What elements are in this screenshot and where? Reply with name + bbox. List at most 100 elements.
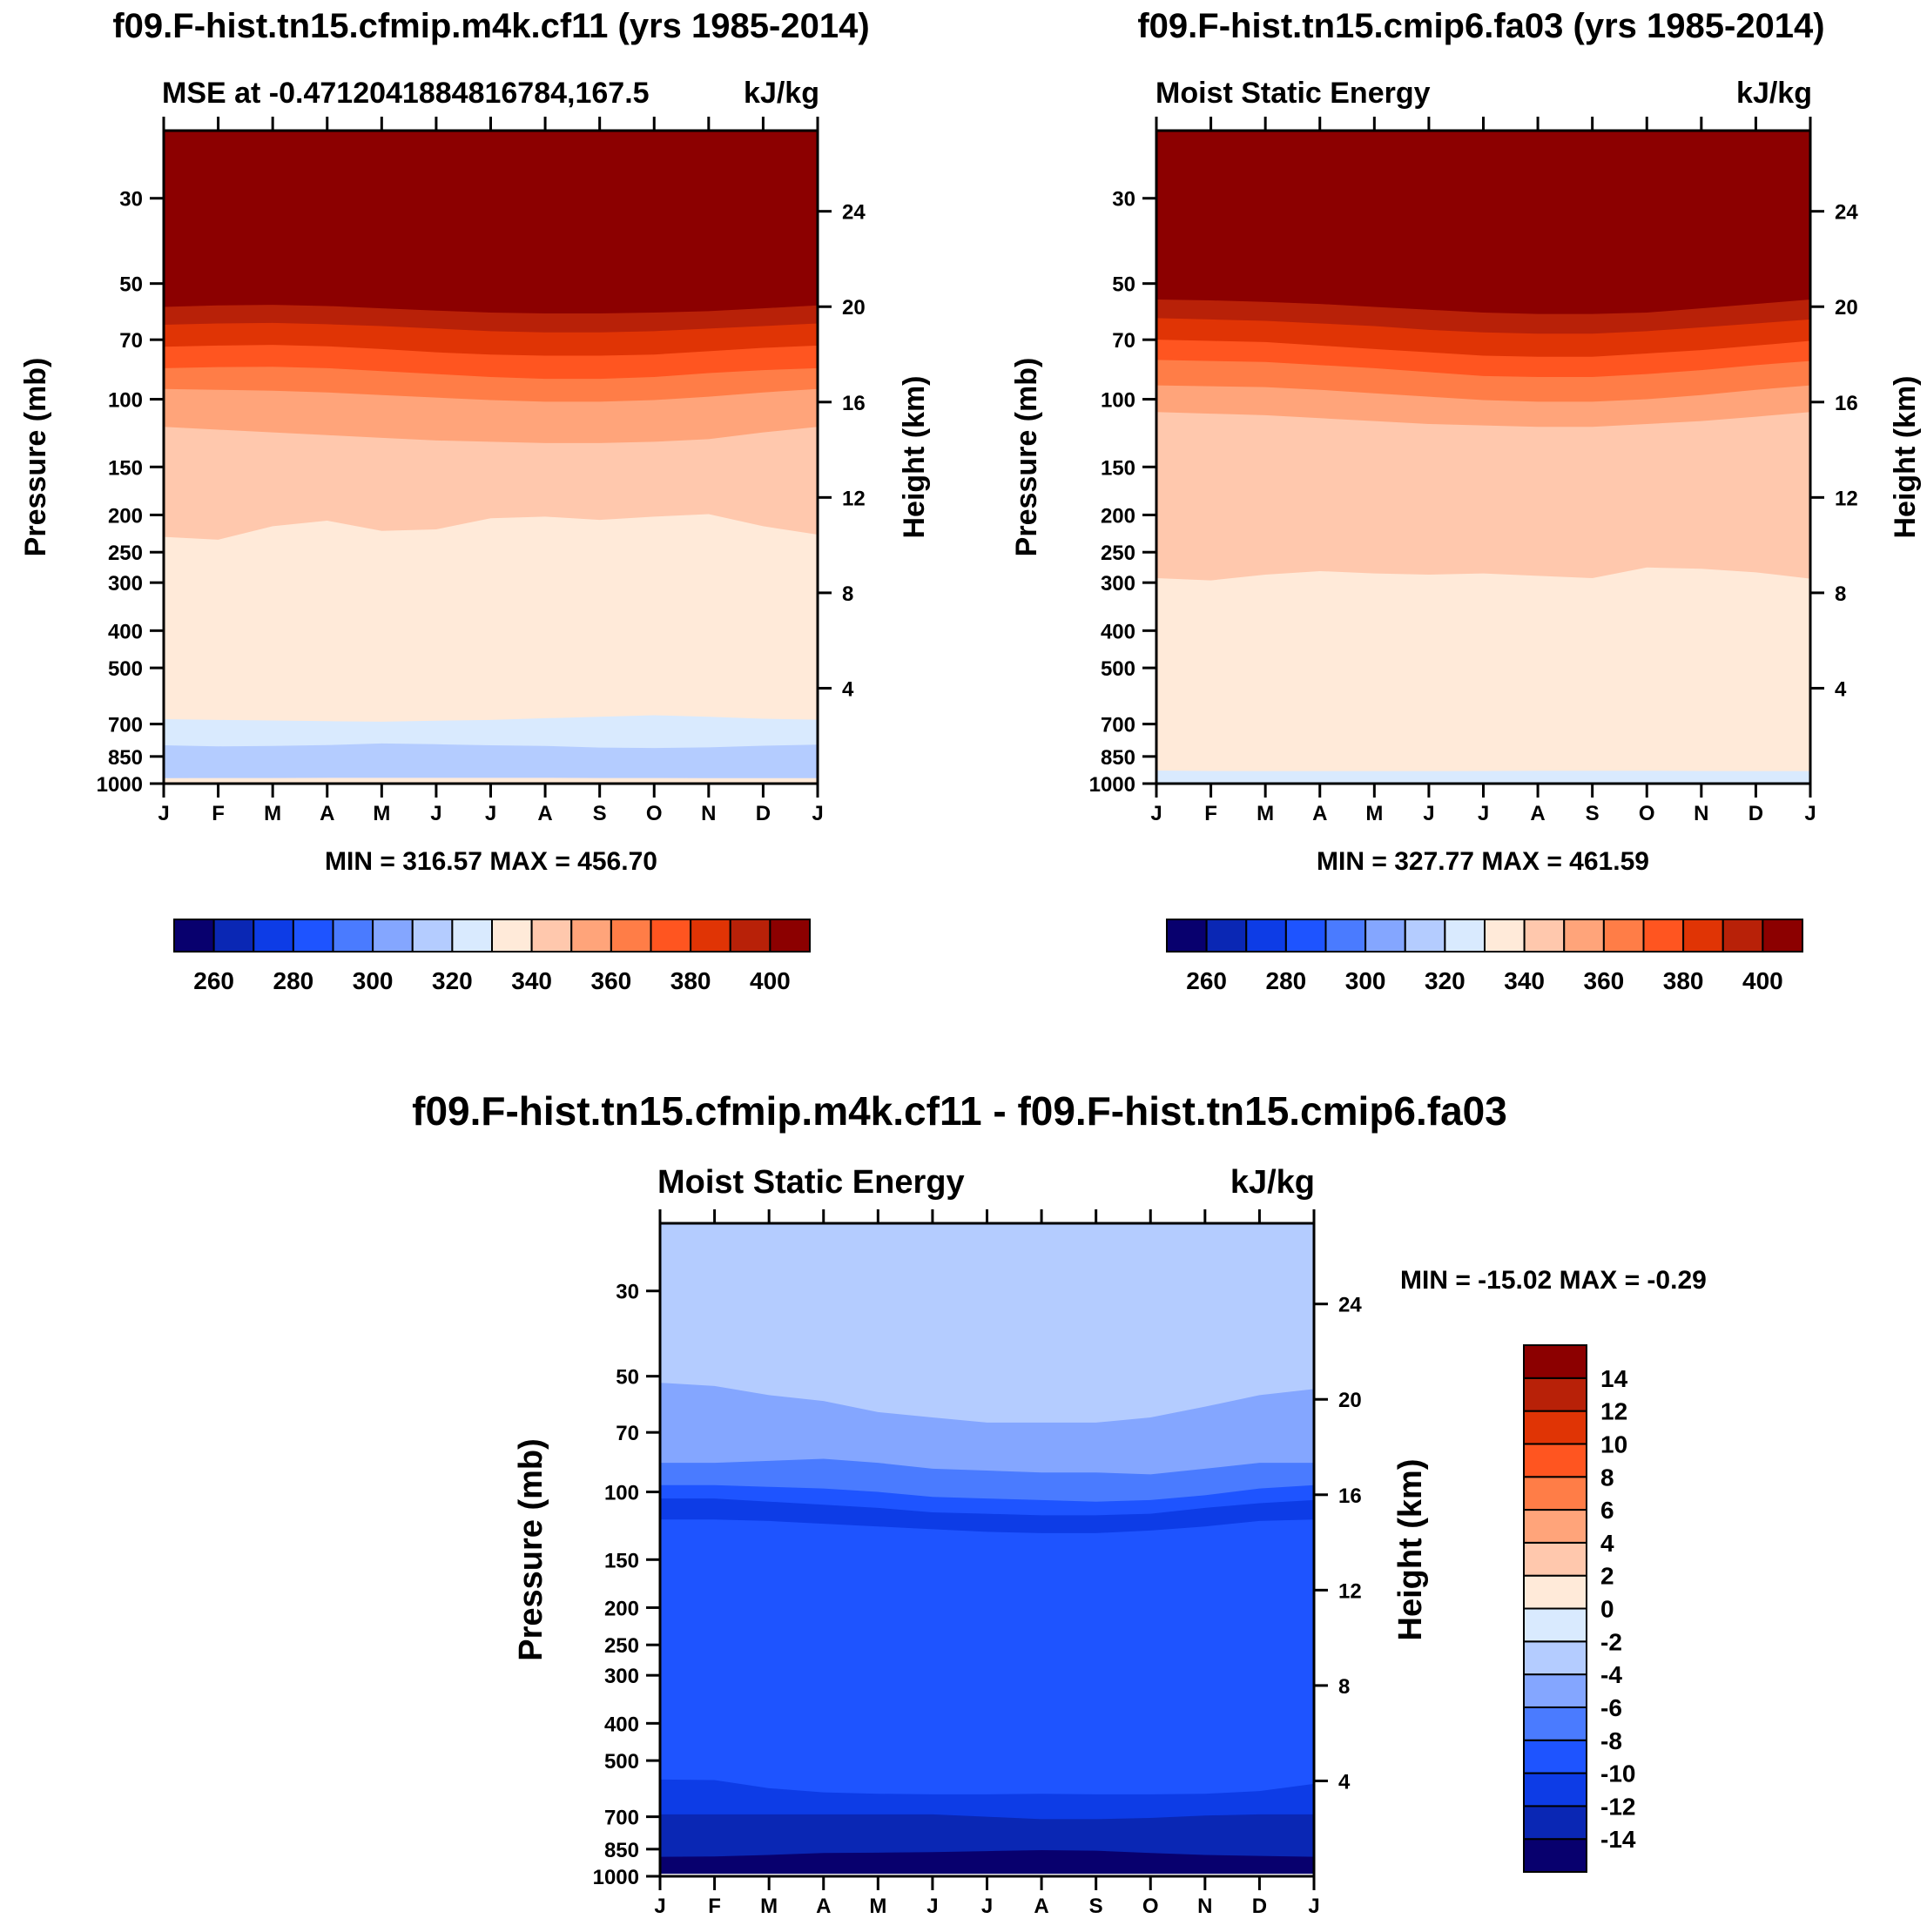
pressure-tick-label: 100 xyxy=(1101,389,1135,413)
pressure-tick-label: 250 xyxy=(108,542,143,565)
x-tick-label: S xyxy=(1586,802,1600,825)
colorbar-swatch xyxy=(1364,919,1406,953)
pressure-tick-label: 700 xyxy=(604,1807,639,1830)
height-tick-label: 20 xyxy=(1835,296,1858,320)
x-tick-label: M xyxy=(373,802,390,825)
height-tick-label: 8 xyxy=(842,582,853,606)
pressure-tick-label: 200 xyxy=(604,1597,639,1620)
colorbar-label: 380 xyxy=(670,967,711,994)
panel-3-min-max: MIN = -15.02 MAX = -0.29 xyxy=(1400,1266,1707,1295)
x-tick-label: J xyxy=(1478,802,1489,825)
x-tick-label: O xyxy=(646,802,663,825)
contour-band xyxy=(660,1519,1314,1876)
panel-2-left-label: Moist Static Energy xyxy=(1156,77,1431,110)
height-tick-label: 16 xyxy=(1338,1484,1362,1508)
panel-2-y2-axis-label: Height (km) xyxy=(1889,376,1922,539)
pressure-tick-label: 150 xyxy=(604,1549,639,1572)
colorbar-swatch xyxy=(372,919,414,953)
pressure-tick-label: 200 xyxy=(1101,504,1135,528)
colorbar-swatch xyxy=(1523,1541,1587,1577)
x-tick-label: F xyxy=(1204,802,1217,825)
x-tick-label: D xyxy=(1252,1895,1267,1918)
colorbar-swatch xyxy=(1523,1377,1587,1412)
panel-3-frame xyxy=(658,1222,1316,1878)
panel-difference: f09.F-hist.tn15.cfmip.m4k.cf11 - f09.F-h… xyxy=(412,1088,1707,1918)
x-tick-label: J xyxy=(654,1895,665,1918)
x-tick-label: A xyxy=(1034,1895,1048,1918)
x-tick-label: J xyxy=(1308,1895,1319,1918)
pressure-tick-label: 300 xyxy=(108,572,143,596)
colorbar-swatch xyxy=(1523,1607,1587,1643)
panel-2-colorbar: 260 280 300 320 340 360 380 400 xyxy=(1166,919,1803,994)
colorbar-swatch xyxy=(292,919,334,953)
pressure-tick-label: 1000 xyxy=(593,1866,639,1889)
colorbar-swatch xyxy=(1523,1344,1587,1379)
colorbar-swatch xyxy=(729,919,771,953)
colorbar-label: 6 xyxy=(1600,1497,1614,1524)
colorbar-swatch xyxy=(1523,1509,1587,1544)
panel-2-units-label: kJ/kg xyxy=(1736,77,1812,110)
colorbar-swatch xyxy=(173,919,215,953)
contour-band xyxy=(164,778,818,784)
colorbar-swatch xyxy=(1166,919,1208,953)
pressure-tick-label: 50 xyxy=(119,273,143,297)
panel-2-y-axis-label: Pressure (mb) xyxy=(1010,358,1043,557)
x-tick-label: M xyxy=(1365,802,1383,825)
pressure-tick-label: 300 xyxy=(1101,572,1135,596)
contour-band xyxy=(660,1849,1314,1876)
height-tick-label: 12 xyxy=(842,487,866,510)
colorbar-swatch xyxy=(530,919,573,953)
colorbar-label: 280 xyxy=(1266,967,1307,994)
height-tick-label: 16 xyxy=(1835,392,1858,415)
colorbar-swatch xyxy=(491,919,533,953)
colorbar-label: 360 xyxy=(591,967,632,994)
height-tick-label: 20 xyxy=(1338,1389,1362,1412)
colorbar-label: 320 xyxy=(432,967,473,994)
pressure-tick-label: 700 xyxy=(1101,714,1135,737)
pressure-tick-label: 500 xyxy=(108,657,143,681)
height-tick-label: 24 xyxy=(842,201,866,225)
colorbar-swatch xyxy=(1762,919,1803,953)
x-tick-label: J xyxy=(1423,802,1434,825)
height-tick-label: 8 xyxy=(1835,582,1846,606)
pressure-tick-label: 850 xyxy=(108,746,143,770)
colorbar-swatch xyxy=(690,919,731,953)
colorbar-label: 10 xyxy=(1600,1430,1627,1457)
colorbar-swatch xyxy=(212,919,255,953)
panel-model-fa03: f09.F-hist.tn15.cmip6.fa03 (yrs 1985-201… xyxy=(1010,7,1922,994)
contour-band xyxy=(1156,771,1810,784)
colorbar-label: -4 xyxy=(1600,1661,1622,1688)
contour-band xyxy=(1156,567,1810,784)
panel-1-contour-fill xyxy=(164,131,818,784)
x-tick-label: O xyxy=(1639,802,1655,825)
height-tick-label: 4 xyxy=(842,677,854,701)
colorbar-label: 340 xyxy=(1504,967,1545,994)
x-tick-label: M xyxy=(264,802,281,825)
panel-3-colorbar: -14 -12 -10 -8 -6 -4 -2 0 2 4 6 8 10 12 14 xyxy=(1523,1344,1636,1873)
colorbar-swatch xyxy=(769,919,811,953)
height-tick-label: 4 xyxy=(1835,677,1847,701)
colorbar-swatch xyxy=(1602,919,1645,953)
pressure-tick-label: 400 xyxy=(1101,620,1135,643)
colorbar-swatch xyxy=(1523,1443,1587,1478)
panel-3-y2-axis-label: Height (km) xyxy=(1392,1459,1429,1641)
colorbar-label: 300 xyxy=(353,967,394,994)
colorbar-label: 340 xyxy=(511,967,552,994)
pressure-tick-label: 100 xyxy=(604,1482,639,1505)
panel-3-left-label: Moist Static Energy xyxy=(657,1164,965,1201)
colorbar-swatch xyxy=(1404,919,1446,953)
panel-3-contour-fill xyxy=(660,1223,1314,1876)
colorbar-swatch xyxy=(1523,1772,1587,1807)
colorbar-label: -6 xyxy=(1600,1694,1622,1721)
colorbar-swatch xyxy=(253,919,294,953)
height-tick-label: 24 xyxy=(1835,201,1858,225)
colorbar-label: 260 xyxy=(193,967,234,994)
colorbar-label: 300 xyxy=(1345,967,1386,994)
x-tick-label: N xyxy=(1197,1895,1212,1918)
panel-3-title: f09.F-hist.tn15.cfmip.m4k.cf11 - f09.F-h… xyxy=(412,1088,1507,1134)
colorbar-swatch xyxy=(1523,1739,1587,1774)
panel-1-units-label: kJ/kg xyxy=(744,77,819,110)
x-tick-label: J xyxy=(1804,802,1816,825)
colorbar-label: -2 xyxy=(1600,1628,1622,1655)
colorbar-swatch xyxy=(1324,919,1367,953)
